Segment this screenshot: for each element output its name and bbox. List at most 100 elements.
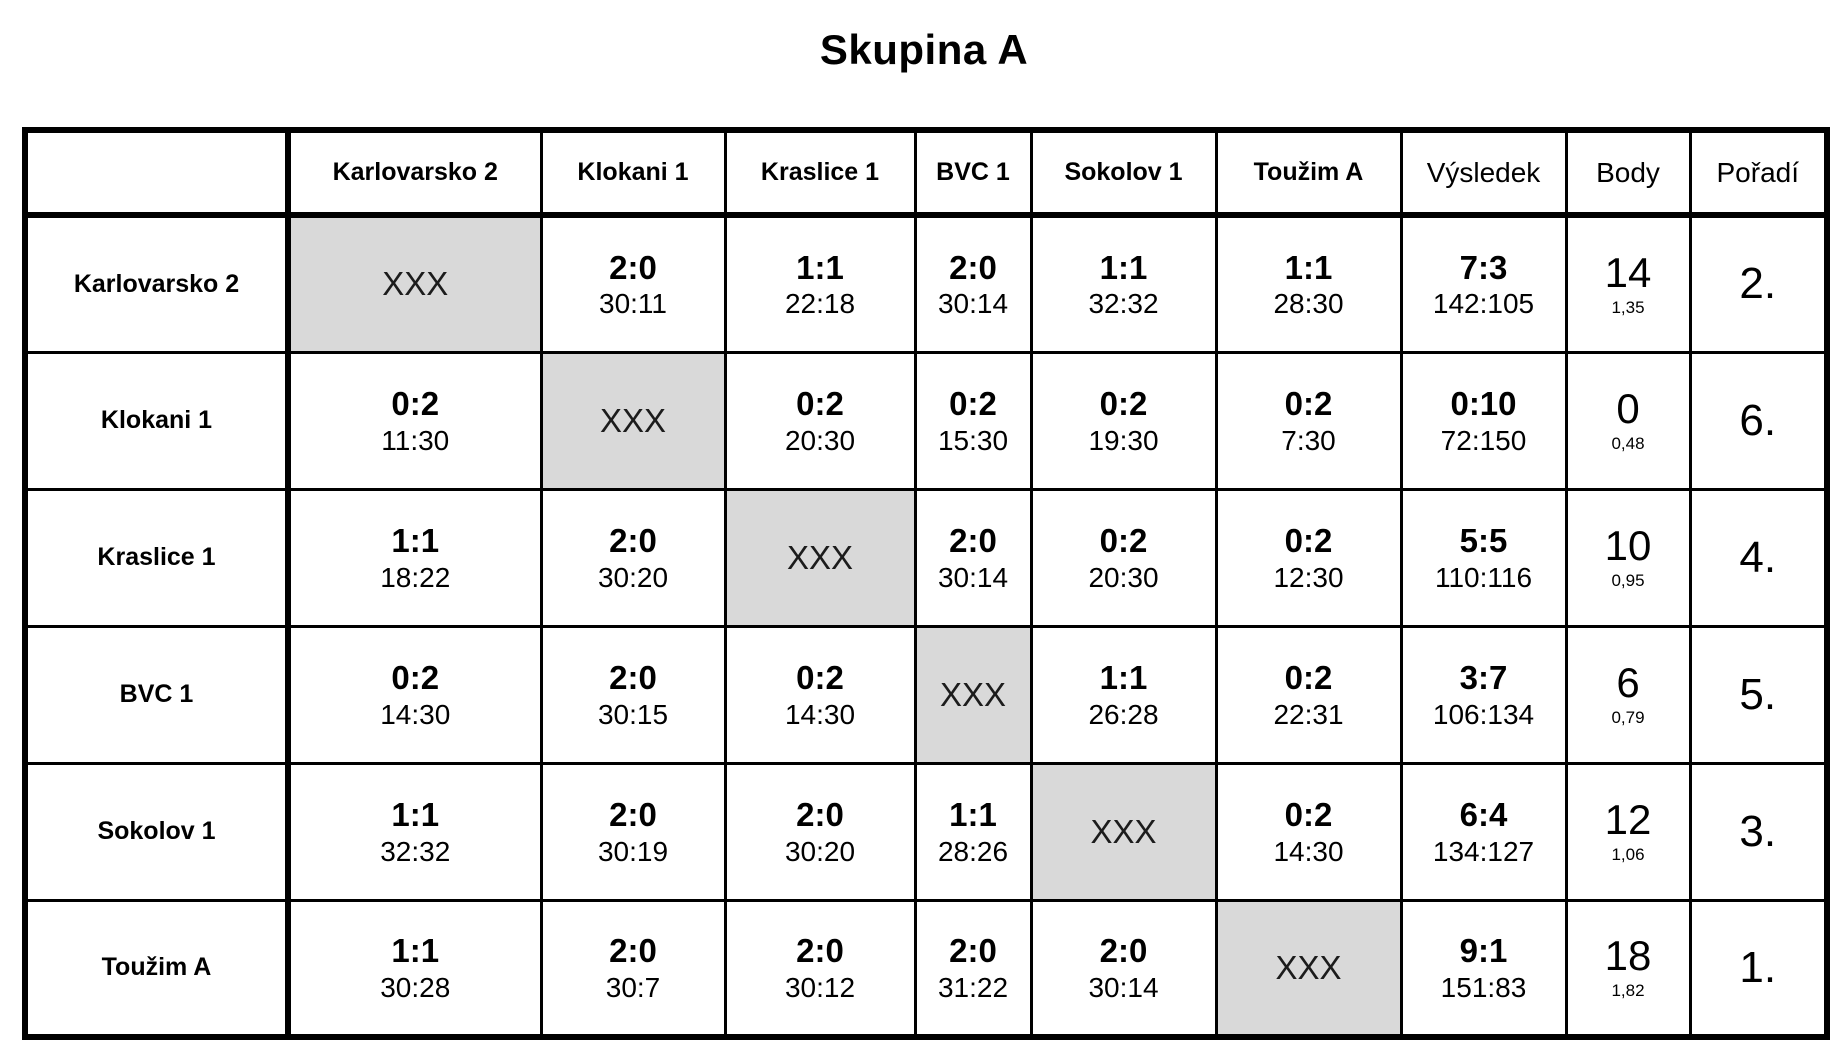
match-score: 0:2 xyxy=(391,384,440,422)
column-header-team: Karlovarsko 2 xyxy=(286,128,543,218)
match-detail: 19:30 xyxy=(1088,424,1159,456)
match-score: 0:2 xyxy=(796,384,844,422)
row-header-team: Klokani 1 xyxy=(23,350,291,491)
match-detail: 28:26 xyxy=(937,835,1009,867)
match-cell: 0:2 19:30 xyxy=(1029,350,1218,491)
match-cell: 1:1 28:26 xyxy=(913,761,1033,902)
points-ratio: 0,95 xyxy=(1611,571,1645,591)
match-cell: 0:2 7:30 xyxy=(1214,350,1403,491)
match-detail: 22:31 xyxy=(1273,698,1344,730)
result-cell: 7:3 142:105 xyxy=(1399,213,1568,354)
table-row: Toužim A 1:1 30:28 2:0 30:7 2:0 30:12 2:0 31:22 2… xyxy=(23,898,1829,1039)
match-cell: 1:1 28:30 xyxy=(1214,213,1403,354)
match-detail: 11:30 xyxy=(381,424,450,456)
match-cell: 1:1 22:18 xyxy=(723,213,917,354)
result-detail: 142:105 xyxy=(1432,288,1535,320)
match-score: 0:2 xyxy=(949,384,997,422)
match-score: 1:1 xyxy=(796,248,844,286)
row-header-team: Toužim A xyxy=(23,898,291,1039)
rank-value: 2. xyxy=(1739,259,1777,309)
match-cell: 2:0 30:14 xyxy=(1029,898,1218,1039)
match-detail: 30:28 xyxy=(380,971,451,1003)
match-detail: 18:22 xyxy=(380,561,451,593)
match-detail: 20:30 xyxy=(1088,561,1159,593)
column-header-team: BVC 1 xyxy=(913,128,1033,218)
match-cell: 1:1 30:28 xyxy=(286,898,543,1039)
match-cell: 2:0 30:20 xyxy=(539,487,727,628)
match-detail: 30:19 xyxy=(597,835,669,867)
result-detail: 110:116 xyxy=(1434,561,1533,593)
match-score: 0:2 xyxy=(391,658,440,696)
diagonal-cell: XXX xyxy=(1029,761,1218,902)
match-score: 2:0 xyxy=(609,932,657,970)
result-score: 0:10 xyxy=(1450,384,1517,422)
column-header-result: Výsledek xyxy=(1399,128,1568,218)
match-score: 1:1 xyxy=(1099,248,1148,286)
result-detail: 72:150 xyxy=(1440,424,1527,456)
match-cell: 0:2 12:30 xyxy=(1214,487,1403,628)
match-score: 2:0 xyxy=(609,521,657,559)
column-header-points: Body xyxy=(1564,128,1692,218)
rank-cell: 3. xyxy=(1688,761,1829,902)
match-score: 2:0 xyxy=(949,248,997,286)
diagonal-cell: XXX xyxy=(723,487,917,628)
result-cell: 5:5 110:116 xyxy=(1399,487,1568,628)
match-score: 0:2 xyxy=(1284,658,1333,696)
match-detail: 14:30 xyxy=(1273,835,1344,867)
points-cell: 18 1,82 xyxy=(1564,898,1692,1039)
match-score: 2:0 xyxy=(796,795,844,833)
match-detail: 15:30 xyxy=(937,424,1009,456)
points-value: 14 xyxy=(1604,248,1652,296)
match-cell: 2:0 30:14 xyxy=(913,487,1033,628)
match-detail: 22:18 xyxy=(784,288,856,320)
match-score: 1:1 xyxy=(391,521,440,559)
row-header-team: Karlovarsko 2 xyxy=(23,213,291,354)
result-score: 6:4 xyxy=(1459,795,1508,833)
match-cell: 2:0 30:20 xyxy=(723,761,917,902)
match-detail: 30:20 xyxy=(597,561,669,593)
match-score: 2:0 xyxy=(796,932,844,970)
match-detail: 30:15 xyxy=(597,698,669,730)
points-ratio: 0,79 xyxy=(1611,708,1645,728)
match-score: 2:0 xyxy=(949,932,997,970)
match-cell: 1:1 26:28 xyxy=(1029,624,1218,765)
table-row: BVC 1 0:2 14:30 2:0 30:15 0:2 14:30 XXX 1:1 26:28… xyxy=(23,624,1829,765)
match-score: 0:2 xyxy=(1284,384,1333,422)
points-cell: 0 0,48 xyxy=(1564,350,1692,491)
match-score: 1:1 xyxy=(1284,248,1333,286)
match-detail: 26:28 xyxy=(1088,698,1159,730)
rank-value: 6. xyxy=(1739,395,1777,445)
points-ratio: 1,35 xyxy=(1611,297,1645,317)
match-score: 2:0 xyxy=(609,248,657,286)
match-detail: 31:22 xyxy=(937,971,1009,1003)
match-detail: 30:14 xyxy=(937,288,1009,320)
match-score: 1:1 xyxy=(949,795,997,833)
result-cell: 6:4 134:127 xyxy=(1399,761,1568,902)
match-cell: 0:2 22:31 xyxy=(1214,624,1403,765)
rank-cell: 2. xyxy=(1688,213,1829,354)
match-cell: 1:1 32:32 xyxy=(1029,213,1218,354)
match-score: 1:1 xyxy=(1099,658,1148,696)
match-detail: 28:30 xyxy=(1273,288,1344,320)
match-cell: 2:0 30:19 xyxy=(539,761,727,902)
result-detail: 134:127 xyxy=(1432,835,1535,867)
result-score: 9:1 xyxy=(1459,932,1508,970)
match-cell: 2:0 30:14 xyxy=(913,213,1033,354)
match-detail: 20:30 xyxy=(784,424,856,456)
result-detail: 151:83 xyxy=(1440,971,1527,1003)
rank-value: 5. xyxy=(1739,669,1777,719)
points-cell: 14 1,35 xyxy=(1564,213,1692,354)
match-score: 0:2 xyxy=(796,658,844,696)
match-detail: 14:30 xyxy=(784,698,856,730)
column-header-team: Kraslice 1 xyxy=(723,128,917,218)
match-detail: 12:30 xyxy=(1273,561,1344,593)
result-detail: 106:134 xyxy=(1432,698,1535,730)
table-row: Klokani 1 0:2 11:30 XXX 0:2 20:30 0:2 15:30 0:2 1… xyxy=(23,350,1829,491)
match-score: 0:2 xyxy=(1099,384,1148,422)
diagonal-cell: XXX xyxy=(539,350,727,491)
result-score: 7:3 xyxy=(1459,248,1508,286)
diagonal-cell: XXX xyxy=(913,624,1033,765)
points-value: 0 xyxy=(1616,384,1640,432)
page-title: Skupina A xyxy=(819,26,1029,73)
